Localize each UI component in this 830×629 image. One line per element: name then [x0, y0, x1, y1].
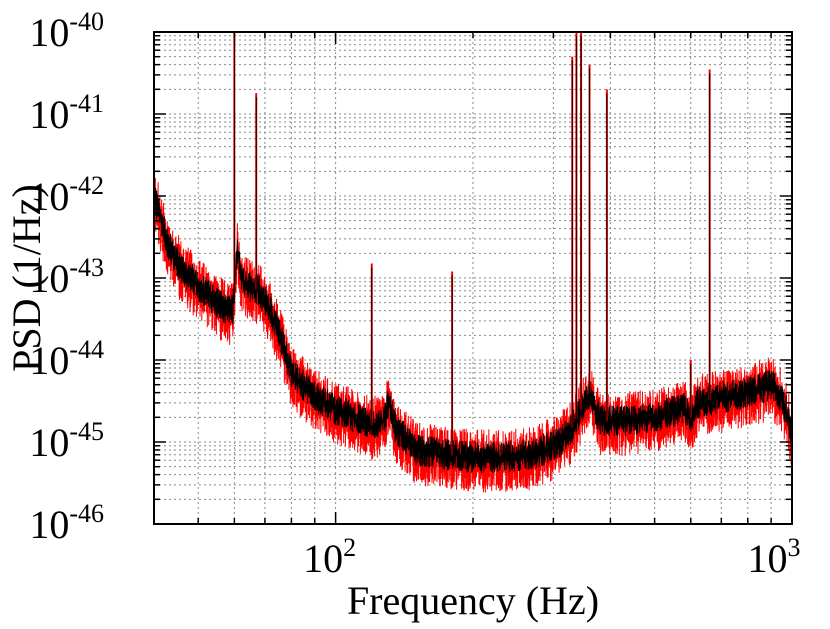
y-tick-label: 10-43 — [29, 253, 104, 301]
x-tick-label: 103 — [748, 533, 801, 581]
x-tick-label: 102 — [303, 533, 356, 581]
y-tick-label: 10-40 — [29, 7, 104, 55]
psd-series-black-trace — [153, 186, 793, 473]
y-tick-label: 10-44 — [29, 335, 104, 383]
y-tick-label: 10-46 — [29, 499, 104, 547]
y-tick-label: 10-42 — [29, 171, 104, 219]
y-tick-label: 10-45 — [29, 417, 104, 465]
y-axis-label: PSD (1/Hz) — [4, 184, 49, 372]
y-tick-label: 10-41 — [29, 89, 104, 137]
x-tick-labels: 102 103 — [303, 533, 800, 581]
x-axis-label: Frequency (Hz) — [347, 578, 599, 623]
axis-ticks — [153, 32, 793, 525]
y-tick-labels: 10-40 10-41 10-42 10-43 10-44 10-45 10-46 — [29, 7, 104, 547]
